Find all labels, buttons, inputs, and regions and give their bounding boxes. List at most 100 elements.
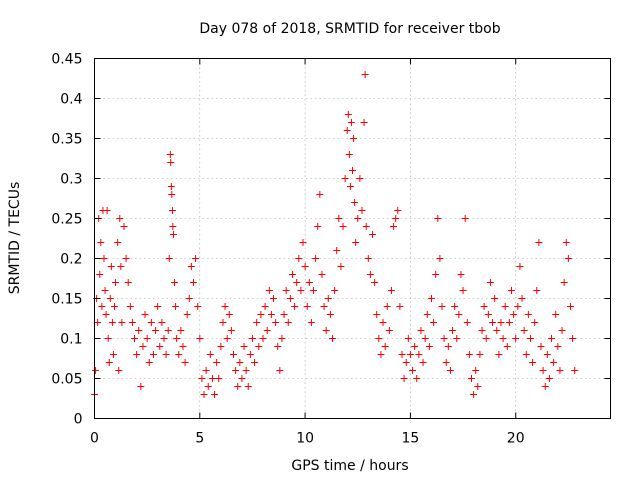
- data-point: [234, 383, 242, 390]
- data-point: [168, 191, 176, 198]
- data-point: [364, 255, 372, 262]
- data-point: [263, 327, 271, 334]
- data-point: [526, 335, 534, 342]
- data-point: [97, 239, 105, 246]
- x-axis-label: GPS time / hours: [291, 458, 408, 474]
- data-point: [566, 303, 574, 310]
- data-point: [102, 311, 110, 318]
- y-tick-label: 0.35: [51, 132, 82, 148]
- data-point: [299, 239, 307, 246]
- data-point: [145, 359, 153, 366]
- data-point: [434, 215, 442, 222]
- data-point: [558, 327, 566, 334]
- data-point: [108, 319, 116, 326]
- x-tick-labels: 0 5 10 15 20: [90, 431, 525, 447]
- x-tick-label: 10: [296, 431, 314, 447]
- data-point: [339, 223, 347, 230]
- data-point: [470, 391, 478, 398]
- data-point: [486, 279, 494, 286]
- y-tick-label: 0.2: [60, 252, 82, 268]
- data-point: [360, 119, 368, 126]
- data-point: [106, 295, 114, 302]
- data-point: [545, 375, 553, 382]
- data-point: [522, 351, 530, 358]
- data-point: [373, 311, 381, 318]
- data-point: [461, 215, 469, 222]
- data-point: [385, 327, 393, 334]
- data-point: [383, 303, 391, 310]
- data-point: [331, 287, 339, 294]
- data-point: [421, 335, 429, 342]
- data-point: [100, 255, 108, 262]
- data-point: [128, 319, 136, 326]
- y-tick-label: 0.4: [60, 92, 82, 108]
- data-point: [133, 351, 141, 358]
- data-point: [253, 319, 261, 326]
- data-point: [417, 327, 425, 334]
- data-point: [131, 335, 139, 342]
- data-point: [92, 367, 100, 374]
- data-point: [173, 335, 181, 342]
- data-point: [362, 223, 370, 230]
- data-point: [411, 343, 419, 350]
- data-points: [91, 71, 579, 398]
- data-point: [196, 335, 204, 342]
- data-point: [124, 279, 132, 286]
- data-point: [548, 335, 556, 342]
- data-point: [213, 359, 221, 366]
- data-point: [356, 175, 364, 182]
- data-point: [514, 303, 522, 310]
- data-point: [398, 351, 406, 358]
- data-point: [225, 311, 233, 318]
- data-point: [204, 383, 212, 390]
- data-point: [562, 239, 570, 246]
- data-point: [406, 351, 414, 358]
- data-point: [274, 343, 282, 350]
- data-point: [118, 319, 126, 326]
- data-point: [531, 319, 539, 326]
- data-point: [143, 335, 151, 342]
- data-point: [335, 215, 343, 222]
- data-point: [333, 247, 341, 254]
- data-point: [314, 223, 322, 230]
- data-point: [166, 151, 174, 158]
- data-point: [508, 287, 516, 294]
- data-point: [265, 287, 273, 294]
- data-point: [156, 343, 164, 350]
- data-point: [312, 255, 320, 262]
- data-point: [98, 303, 106, 310]
- y-tick-label: 0.25: [51, 212, 82, 228]
- axis-ticks: [94, 58, 611, 419]
- data-point: [152, 327, 160, 334]
- data-point: [223, 335, 231, 342]
- data-point: [257, 311, 265, 318]
- data-point: [501, 303, 509, 310]
- y-tick-label: 0.3: [60, 172, 82, 188]
- data-point: [303, 303, 311, 310]
- data-point: [390, 223, 398, 230]
- data-point: [238, 375, 246, 382]
- data-point: [104, 335, 112, 342]
- data-point: [286, 295, 294, 302]
- data-point: [211, 391, 219, 398]
- data-point: [543, 351, 551, 358]
- data-point: [194, 303, 202, 310]
- data-point: [154, 303, 162, 310]
- data-point: [569, 335, 577, 342]
- data-point: [505, 319, 513, 326]
- data-point: [219, 319, 227, 326]
- data-point: [499, 335, 507, 342]
- data-point: [512, 335, 520, 342]
- data-point: [379, 319, 387, 326]
- data-point: [539, 367, 547, 374]
- data-point: [350, 135, 358, 142]
- data-point: [320, 303, 328, 310]
- data-point: [375, 335, 383, 342]
- data-point: [171, 279, 179, 286]
- data-point: [467, 375, 475, 382]
- data-point: [288, 271, 296, 278]
- data-point: [270, 295, 278, 302]
- data-point: [94, 319, 102, 326]
- data-point: [189, 279, 197, 286]
- data-point: [244, 383, 252, 390]
